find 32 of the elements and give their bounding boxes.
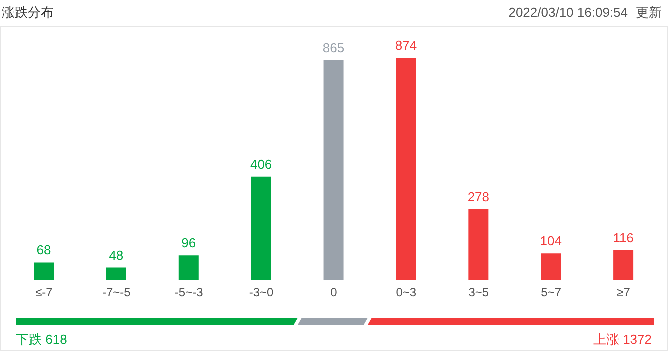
x-tick-label: -5~-3 bbox=[174, 286, 204, 300]
x-tick-label: -3~0 bbox=[249, 286, 274, 300]
bar bbox=[396, 58, 416, 280]
bar bbox=[106, 268, 126, 280]
bar bbox=[541, 254, 562, 280]
bar bbox=[324, 60, 344, 280]
data-label: 68 bbox=[36, 242, 52, 258]
bar bbox=[468, 209, 489, 280]
x-tick-label: ≤-7 bbox=[36, 286, 54, 300]
data-label: 96 bbox=[182, 236, 196, 251]
data-label: 278 bbox=[468, 189, 490, 204]
x-tick-label: -7~-5 bbox=[102, 286, 132, 300]
bar bbox=[34, 262, 54, 280]
text: 上涨 1372 bbox=[593, 331, 652, 349]
data-label: 104 bbox=[540, 234, 562, 249]
x-tick-label: 0 bbox=[330, 286, 338, 300]
data-label: 406 bbox=[250, 156, 272, 172]
x-tick-label: 5~7 bbox=[541, 286, 562, 300]
bar bbox=[614, 250, 634, 280]
x-tick-label: ≥7 bbox=[617, 286, 631, 300]
data-label: 865 bbox=[322, 40, 345, 56]
x-tick-label: 3~5 bbox=[468, 286, 490, 300]
data-label: 48 bbox=[109, 248, 124, 263]
bar bbox=[251, 176, 272, 280]
chart-title: 涨跌分布 bbox=[2, 4, 54, 22]
data-label: 116 bbox=[613, 230, 634, 246]
data-label: 874 bbox=[395, 38, 418, 53]
text: 2022/03/10 16:09:54 bbox=[508, 5, 628, 20]
text: 更新 bbox=[636, 5, 662, 20]
x-tick-label: 0~3 bbox=[396, 286, 417, 300]
bar bbox=[178, 256, 199, 280]
text: 下跌 618 bbox=[16, 331, 68, 349]
